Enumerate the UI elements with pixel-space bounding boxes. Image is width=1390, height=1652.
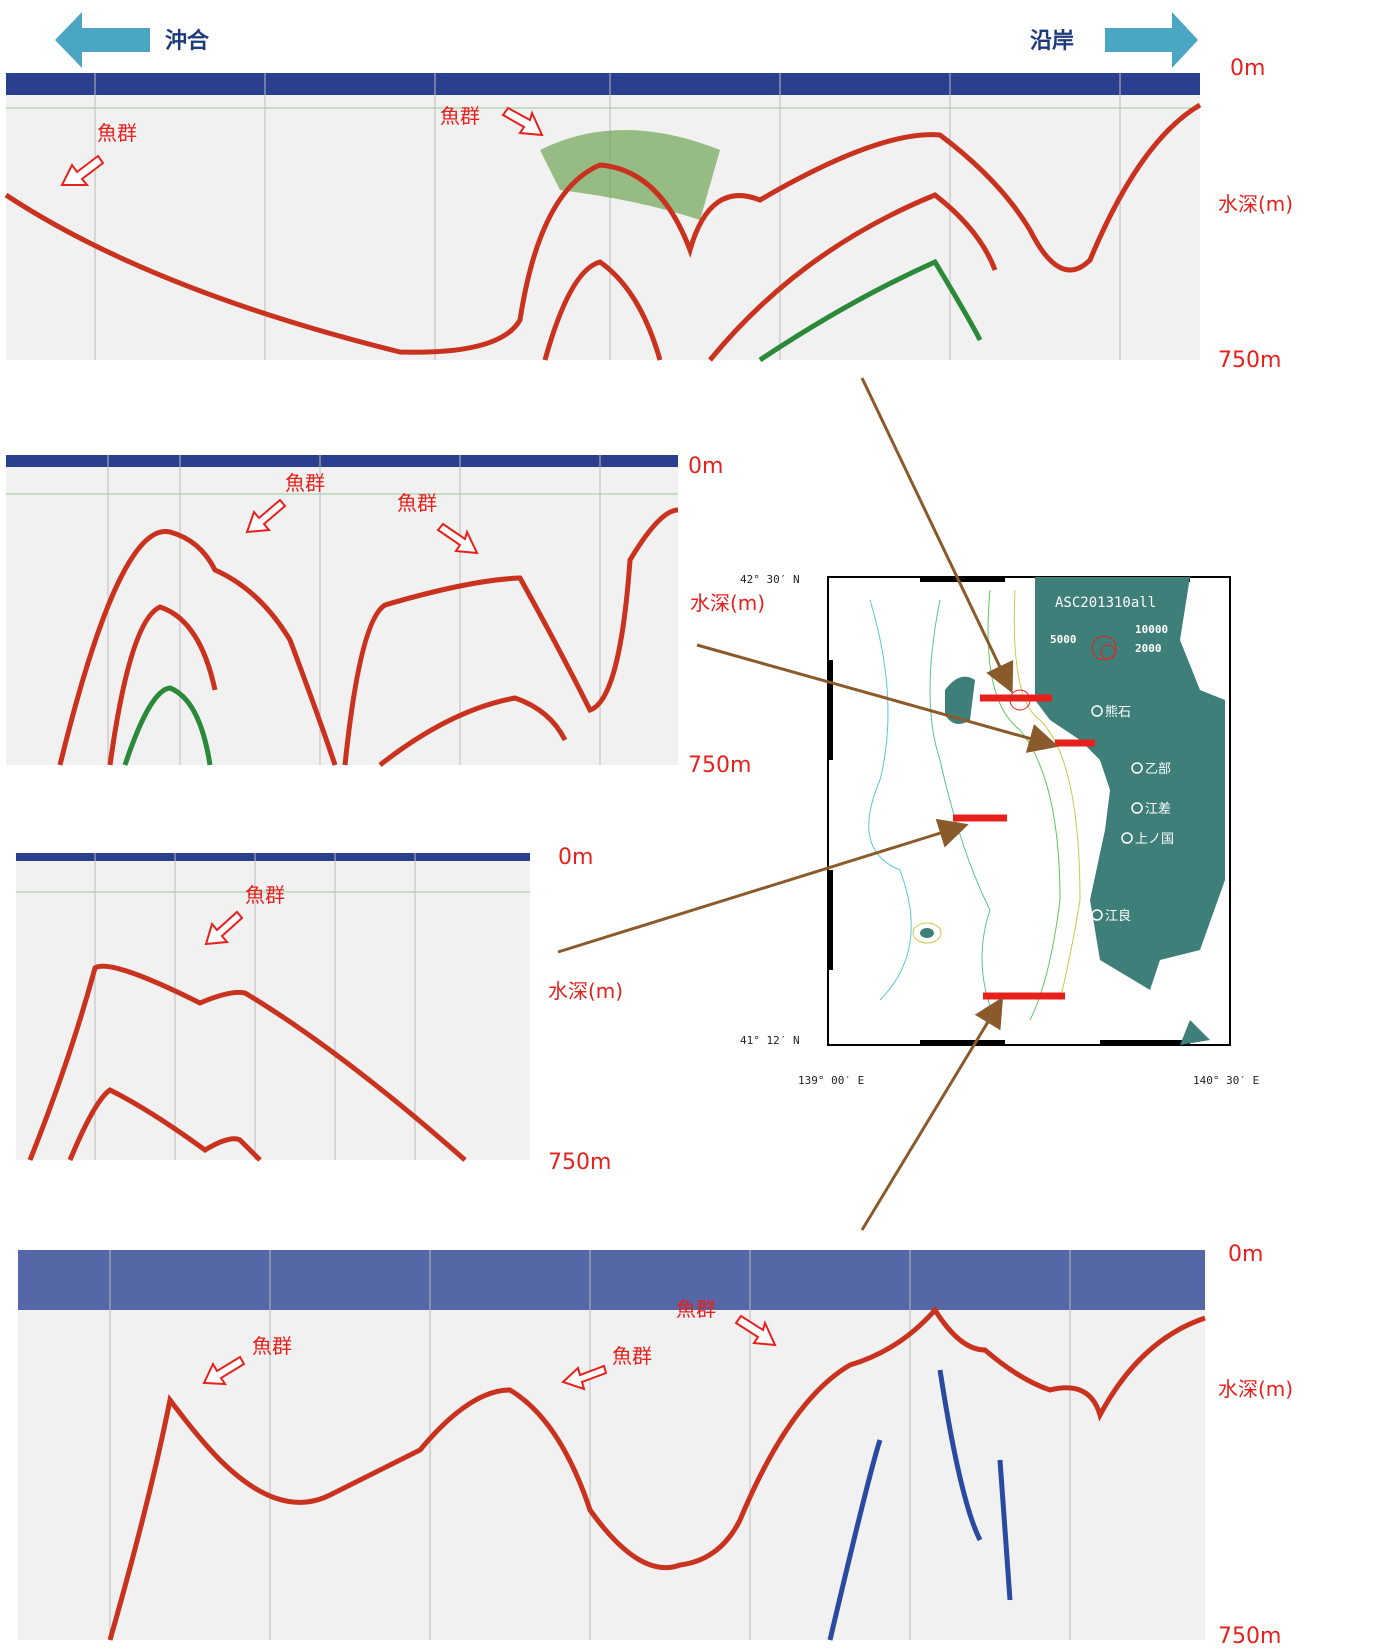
scale-label: 2000 (1135, 642, 1162, 655)
coast-label: 沿岸 (1030, 29, 1074, 54)
figure: 沖合 沿岸 魚群 魚群 0m 水深(m) 750m 魚群 魚群 0m 水深(m)… (0, 0, 1390, 1652)
echogram-1 (6, 73, 1200, 360)
fish-label: 魚群 (397, 491, 437, 515)
coast-arrow (1105, 12, 1198, 68)
depth-label: 水深(m) (690, 591, 765, 615)
place-name: 乙部 (1145, 762, 1171, 777)
scale-label: 10000 (1135, 623, 1168, 636)
depth-bottom: 750m (1218, 348, 1281, 373)
place-name: 江差 (1145, 802, 1171, 817)
fish-label: 魚群 (97, 121, 137, 145)
depth-label: 水深(m) (1218, 192, 1293, 216)
lon-label: 139° 00′ E (798, 1074, 864, 1087)
offshore-label: 沖合 (165, 28, 210, 54)
depth-bottom: 750m (548, 1150, 611, 1175)
depth-top: 0m (1230, 56, 1265, 81)
lon-label: 140° 30′ E (1193, 1074, 1259, 1087)
lat-label: 42° 30′ N (740, 573, 800, 586)
map-title: ASC201310all (1055, 595, 1156, 611)
depth-top: 0m (558, 845, 593, 870)
place-name: 上ノ国 (1135, 832, 1174, 847)
depth-bottom: 750m (688, 753, 751, 778)
depth-label: 水深(m) (548, 979, 623, 1003)
fish-label: 魚群 (440, 104, 480, 128)
echogram-2 (6, 455, 678, 765)
depth-label: 水深(m) (1218, 1377, 1293, 1401)
scale-label: 5000 (1050, 633, 1077, 646)
lat-label: 41° 12′ N (740, 1034, 800, 1047)
depth-top: 0m (688, 454, 723, 479)
offshore-arrow (55, 12, 150, 68)
fish-label: 魚群 (676, 1297, 716, 1321)
depth-bottom: 750m (1218, 1624, 1281, 1649)
fish-label: 魚群 (612, 1344, 652, 1368)
depth-top: 0m (1228, 1242, 1263, 1267)
fish-label: 魚群 (285, 471, 325, 495)
place-name: 江良 (1105, 908, 1131, 924)
fish-label: 魚群 (252, 1334, 292, 1358)
fish-label: 魚群 (245, 883, 285, 907)
echogram-4 (18, 1250, 1205, 1640)
place-name: 熊石 (1105, 704, 1131, 720)
